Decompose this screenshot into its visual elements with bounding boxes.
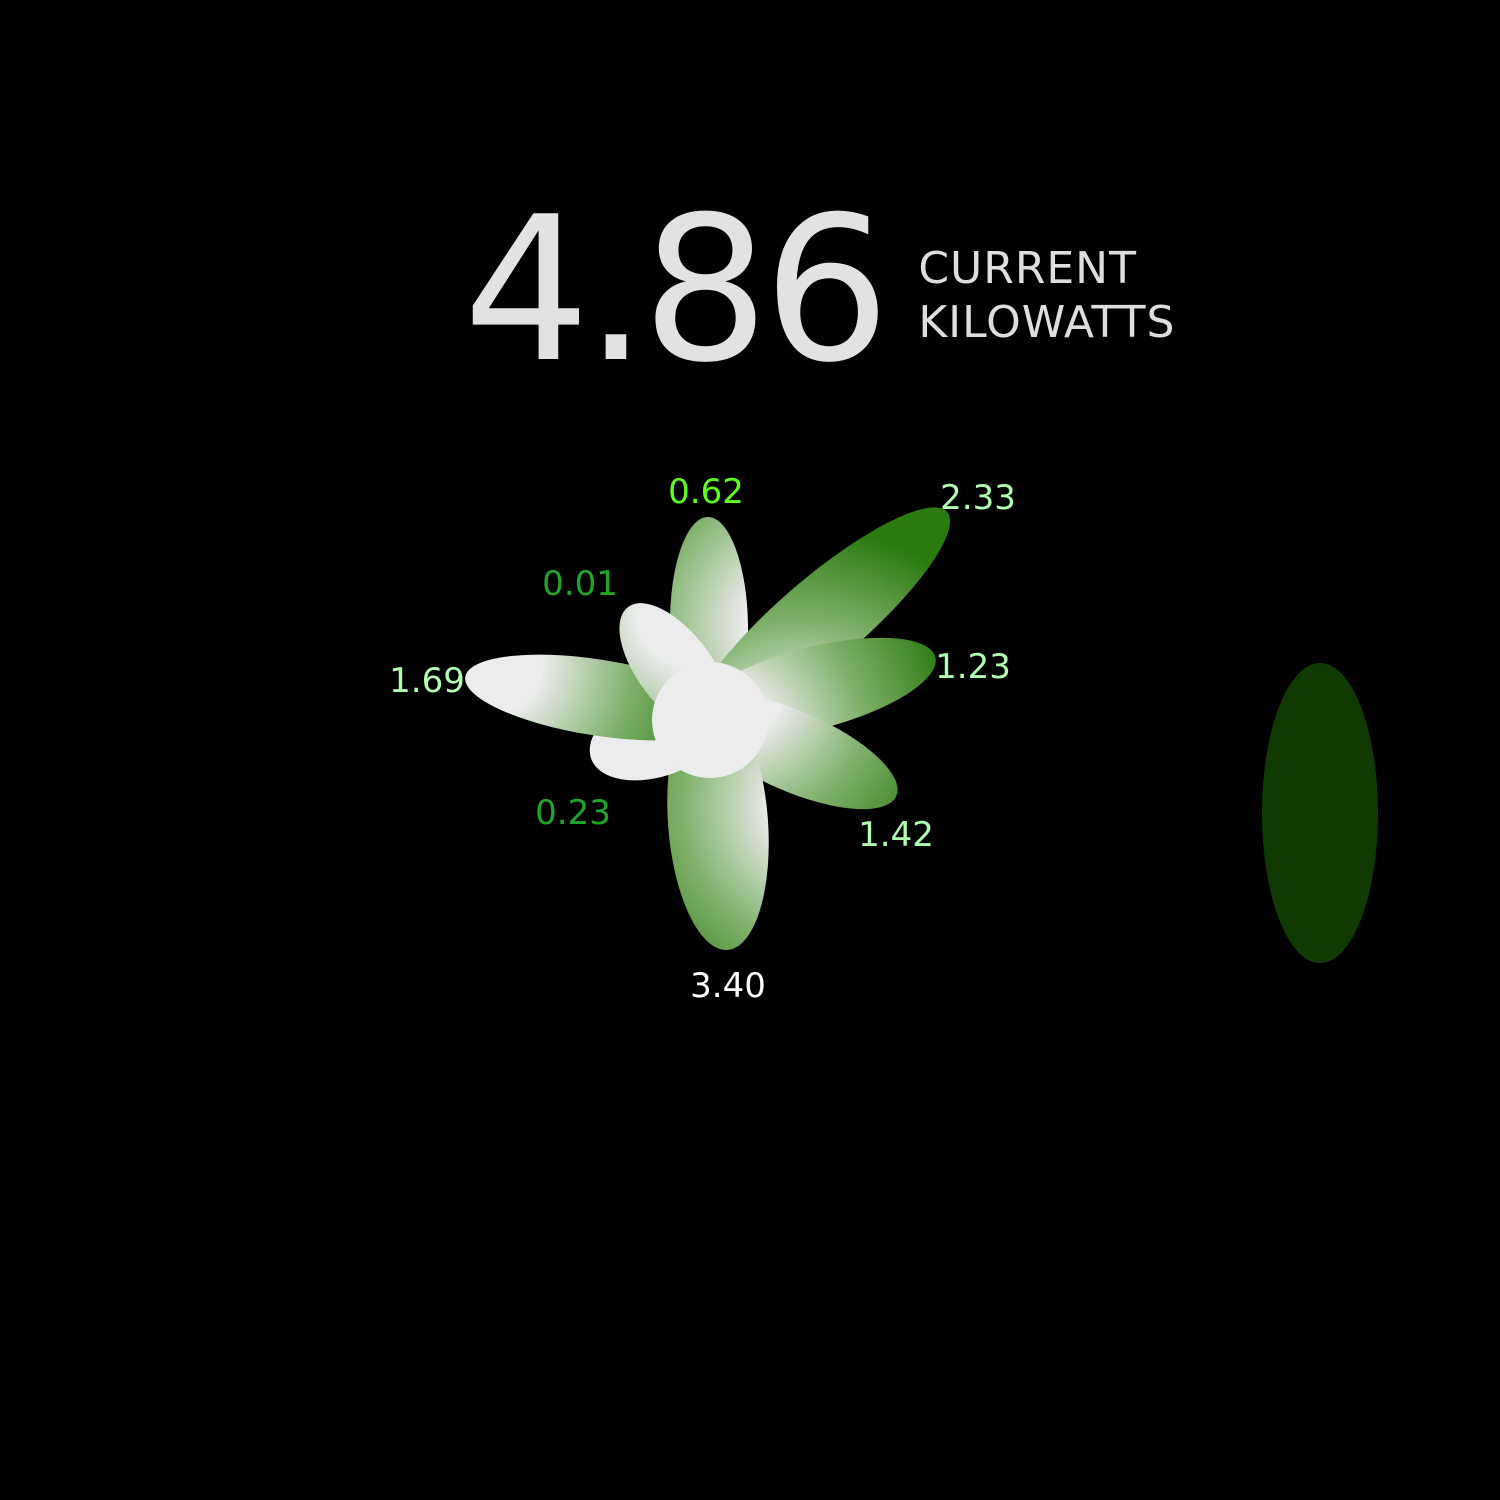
petal-label-group: 0.62 2.33 1.23 1.42 3.40 0.23 1.69 0.01	[389, 472, 1016, 1006]
reading-unit-line1: CURRENT	[918, 243, 1137, 294]
petal-label-4: 3.40	[690, 966, 766, 1006]
petal-label-5: 0.23	[535, 793, 611, 833]
petal-label-3: 1.42	[858, 815, 934, 855]
reading-unit-line2: KILOWATTS	[918, 297, 1176, 348]
petal-label-6: 1.69	[389, 661, 465, 701]
reading-value: 4.86	[463, 174, 890, 407]
petal-label-2: 1.23	[935, 647, 1011, 687]
flower-core	[652, 662, 768, 778]
petal-group	[465, 507, 951, 950]
side-indicator	[1262, 663, 1378, 963]
petal-label-0: 0.62	[668, 472, 744, 512]
current-reading: 4.86 CURRENT KILOWATTS	[463, 191, 1175, 391]
petal-label-7: 0.01	[542, 564, 618, 604]
petal-label-1: 2.33	[940, 478, 1016, 518]
reading-unit: CURRENT KILOWATTS	[918, 242, 1175, 350]
